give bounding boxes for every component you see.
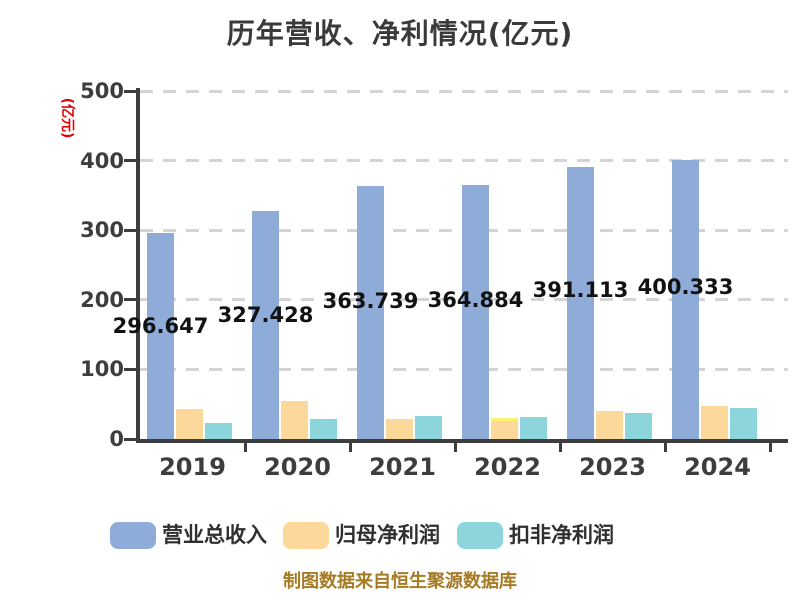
x-tick-mark-2	[348, 439, 352, 452]
legend-label-net-profit: 归母净利润	[335, 523, 440, 547]
bar-revenue-2020	[252, 211, 279, 439]
x-axis-label-2024: 2024	[684, 453, 751, 481]
bar-net-profit-2022	[491, 417, 518, 439]
bar-revenue-2021	[357, 185, 384, 439]
y-tick-label-0: 0	[109, 427, 124, 451]
y-tick-mark-300	[124, 228, 138, 232]
y-tick-label-400: 400	[80, 148, 124, 173]
x-axis-line	[136, 439, 788, 443]
legend: 营业总收入 归母净利润 扣非净利润	[0, 520, 800, 550]
x-tick-mark-4	[558, 439, 562, 452]
y-tick-mark-400	[124, 159, 138, 163]
bar-deducted-profit-2024	[730, 407, 757, 439]
x-tick-mark-6	[768, 439, 772, 452]
x-axis-label-2019: 2019	[159, 453, 226, 481]
y-tick-label-200: 200	[80, 287, 124, 312]
bar-deducted-profit-2020	[310, 418, 337, 439]
x-axis-label-2023: 2023	[579, 453, 646, 481]
x-axis-label-2021: 2021	[369, 453, 436, 481]
y-tick-label-500: 500	[80, 79, 124, 103]
bar-revenue-2023	[567, 166, 594, 439]
value-label-2019: 296.647	[112, 314, 209, 339]
value-label-2020: 327.428	[217, 302, 314, 327]
x-tick-mark-5	[663, 439, 667, 452]
y-tick-mark-100	[124, 367, 138, 371]
y-tick-mark-200	[124, 298, 138, 302]
bar-deducted-profit-2021	[415, 415, 442, 439]
bar-net-profit-2021	[386, 419, 413, 439]
x-axis-label-2020: 2020	[264, 453, 331, 481]
value-label-2024: 400.333	[637, 274, 734, 299]
bar-net-profit-2023	[596, 410, 623, 439]
bar-deducted-profit-2023	[625, 413, 652, 439]
legend-swatch-deducted-profit	[457, 522, 503, 549]
chart-title: 历年营收、净利情况(亿元)	[226, 17, 574, 50]
x-tick-mark-1	[243, 439, 247, 452]
gridline-500	[140, 89, 788, 93]
x-tick-mark-3	[453, 439, 457, 452]
legend-label-revenue: 营业总收入	[162, 523, 267, 547]
x-axis-label-2022: 2022	[474, 453, 541, 481]
y-tick-label-100: 100	[80, 357, 124, 382]
bar-net-profit-2024	[701, 405, 728, 439]
bar-revenue-2024	[672, 160, 699, 439]
bar-net-profit-2019	[176, 409, 203, 439]
y-axis-line	[136, 88, 140, 443]
bar-revenue-2022	[462, 185, 489, 439]
bar-deducted-profit-2022	[520, 417, 547, 439]
legend-swatch-revenue	[110, 522, 156, 549]
bar-revenue-2019	[147, 232, 174, 439]
y-tick-label-300: 300	[80, 218, 124, 243]
legend-swatch-net-profit	[283, 522, 329, 549]
gridline-400	[140, 159, 788, 163]
bar-deducted-profit-2019	[205, 422, 232, 439]
bar-net-profit-2020	[281, 400, 308, 439]
y-tick-mark-0	[124, 437, 138, 441]
value-label-2021: 363.739	[322, 288, 419, 313]
value-label-2023: 391.113	[532, 278, 629, 303]
y-tick-mark-500	[124, 89, 138, 93]
data-source-caption: 制图数据来自恒生聚源数据库	[283, 571, 517, 592]
value-label-2022: 364.884	[427, 288, 524, 313]
legend-label-deducted-profit: 扣非净利润	[509, 523, 614, 547]
